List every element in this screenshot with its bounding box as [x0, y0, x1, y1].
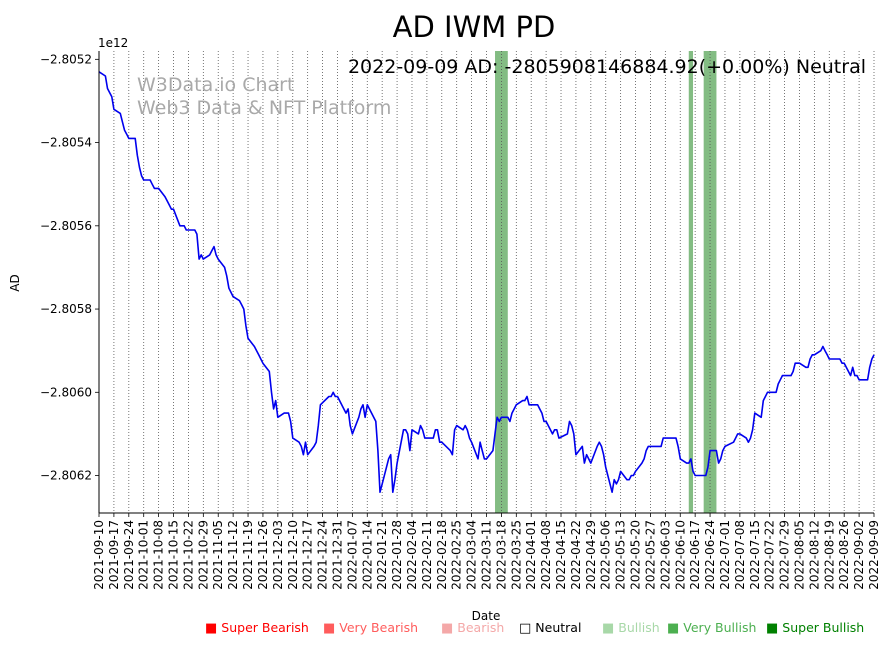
x-tick-label: 2021-12-17 [301, 520, 315, 590]
legend-label-super-bullish: Super Bullish [782, 620, 865, 635]
x-tick-label: 2022-06-03 [658, 520, 672, 590]
line-layer [98, 71, 875, 494]
legend-swatch-bearish: ■ [441, 621, 454, 636]
x-tick-label: 2022-08-05 [792, 520, 806, 590]
x-tick-label: 2022-03-11 [480, 520, 494, 590]
chart-title: AD IWM PD [393, 10, 556, 44]
x-tick-label: 2022-04-08 [539, 520, 553, 590]
legend-swatch-super-bearish: ■ [205, 621, 218, 636]
watermark-line-1: W3Data.io Chart [137, 74, 294, 96]
legend-label-very-bearish: Very Bearish [339, 620, 419, 635]
x-tick-label: 2022-07-01 [718, 520, 732, 590]
x-tick-label: 2022-06-10 [673, 520, 687, 590]
x-tick-label: 2022-02-18 [435, 520, 449, 590]
x-tick-label: 2022-02-11 [420, 520, 434, 590]
legend-label-super-bearish: Super Bearish [221, 620, 309, 635]
x-axis-label: Date [472, 609, 501, 623]
x-tick-label: 2022-07-08 [733, 520, 747, 590]
x-tick-label: 2021-11-05 [211, 520, 225, 590]
x-tick-label: 2022-01-14 [360, 520, 374, 590]
x-tick-label: 2021-09-17 [107, 520, 121, 590]
x-tick-label: 2022-02-04 [405, 520, 419, 590]
legend-swatch-very-bullish: ■ [667, 621, 680, 636]
legend-super-bullish: ■ Super Bullish [766, 620, 864, 636]
x-tick-label: 2022-02-25 [450, 520, 464, 590]
x-tick-label: 2021-12-10 [286, 520, 300, 590]
x-tick-label: 2022-09-02 [852, 520, 866, 590]
x-tick-label: 2022-06-24 [703, 520, 717, 590]
x-tick-label: 2022-04-15 [554, 520, 568, 590]
legend-label-bearish: Bearish [457, 620, 505, 635]
x-tick-label: 2022-08-19 [822, 520, 836, 590]
x-tick-label: 2021-09-24 [122, 520, 136, 590]
x-tick-label: 2022-05-27 [643, 520, 657, 590]
legend-neutral: □ Neutral [519, 620, 581, 636]
x-tick-label: 2022-06-17 [688, 520, 702, 590]
x-tick-label: 2022-09-09 [867, 520, 881, 590]
axes-layer: 2021-09-10 2021-09-17 2021-09-24 2021-10-01… [40, 51, 881, 590]
x-tick-label: 2022-08-26 [837, 520, 851, 590]
x-tick-label: 2022-05-06 [599, 520, 613, 590]
watermark-line-2: Web3 Data & NFT Platform [137, 97, 391, 119]
x-tick-label: 2022-03-04 [465, 520, 479, 590]
legend-label-very-bullish: Very Bullish [683, 620, 757, 635]
grid-layer [98, 51, 875, 513]
x-tick-label: 2022-01-21 [375, 520, 389, 590]
x-tick-label: 2021-11-12 [226, 520, 240, 590]
legend-swatch-super-bullish: ■ [766, 621, 779, 636]
x-tick-label: 2021-12-31 [330, 520, 344, 590]
x-tick-label: 2021-11-26 [256, 520, 270, 590]
y-offset-label: 1e12 [98, 36, 128, 50]
y-tick-label: −2.8058 [40, 302, 92, 316]
legend-label-bullish: Bullish [618, 620, 660, 635]
y-tick-label: −2.8052 [40, 52, 92, 66]
series-line [98, 71, 875, 494]
legend-bearish: ■ Bearish [441, 620, 504, 636]
x-tick-label: 2021-11-19 [241, 520, 255, 590]
x-tick-label: 2022-05-20 [629, 520, 643, 590]
y-tick-label: −2.8056 [40, 219, 92, 233]
x-tick-label: 2022-07-29 [778, 520, 792, 590]
x-tick-label: 2021-10-22 [181, 520, 195, 590]
x-tick-label: 2021-12-03 [271, 520, 285, 590]
x-tick-label: 2021-12-24 [316, 520, 330, 590]
x-tick-label: 2021-10-15 [167, 520, 181, 590]
x-tick-label: 2022-04-22 [569, 520, 583, 590]
legend-very-bullish: ■ Very Bullish [667, 620, 756, 636]
legend-swatch-bullish: ■ [602, 621, 615, 636]
legend-swatch-neutral: □ [519, 621, 532, 636]
legend-very-bearish: ■ Very Bearish [323, 620, 418, 636]
y-axis-label: AD [8, 274, 22, 291]
x-tick-label: 2022-07-15 [748, 520, 762, 590]
x-tick-label: 2022-01-28 [390, 520, 404, 590]
x-tick-label: 2021-10-01 [137, 520, 151, 590]
y-tick-label: −2.8054 [40, 136, 92, 150]
y-tick-label: −2.8062 [40, 469, 92, 483]
chart-subtitle: 2022-09-09 AD: -2805908146884.92(+0.00%)… [348, 56, 866, 78]
y-tick-label: −2.8060 [40, 385, 92, 399]
legend-super-bearish: ■ Super Bearish [205, 620, 309, 636]
legend-bullish: ■ Bullish [602, 620, 660, 636]
legend: ■ Super Bearish ■ Very Bearish ■ Bearish… [205, 620, 885, 638]
x-tick-label: 2021-10-29 [196, 520, 210, 590]
x-tick-label: 2022-04-01 [524, 520, 538, 590]
x-tick-label: 2022-03-18 [494, 520, 508, 590]
x-tick-label: 2022-07-22 [763, 520, 777, 590]
x-tick-label: 2021-10-08 [152, 520, 166, 590]
legend-swatch-very-bearish: ■ [323, 621, 336, 636]
x-tick-label: 2022-04-29 [584, 520, 598, 590]
x-tick-label: 2022-03-25 [509, 520, 523, 590]
x-tick-label: 2022-01-07 [345, 520, 359, 590]
highlight-band [688, 51, 694, 513]
x-tick-label: 2022-05-13 [614, 520, 628, 590]
x-tick-label: 2021-09-10 [92, 520, 106, 590]
x-tick-label: 2022-08-12 [807, 520, 821, 590]
legend-label-neutral: Neutral [535, 620, 582, 635]
